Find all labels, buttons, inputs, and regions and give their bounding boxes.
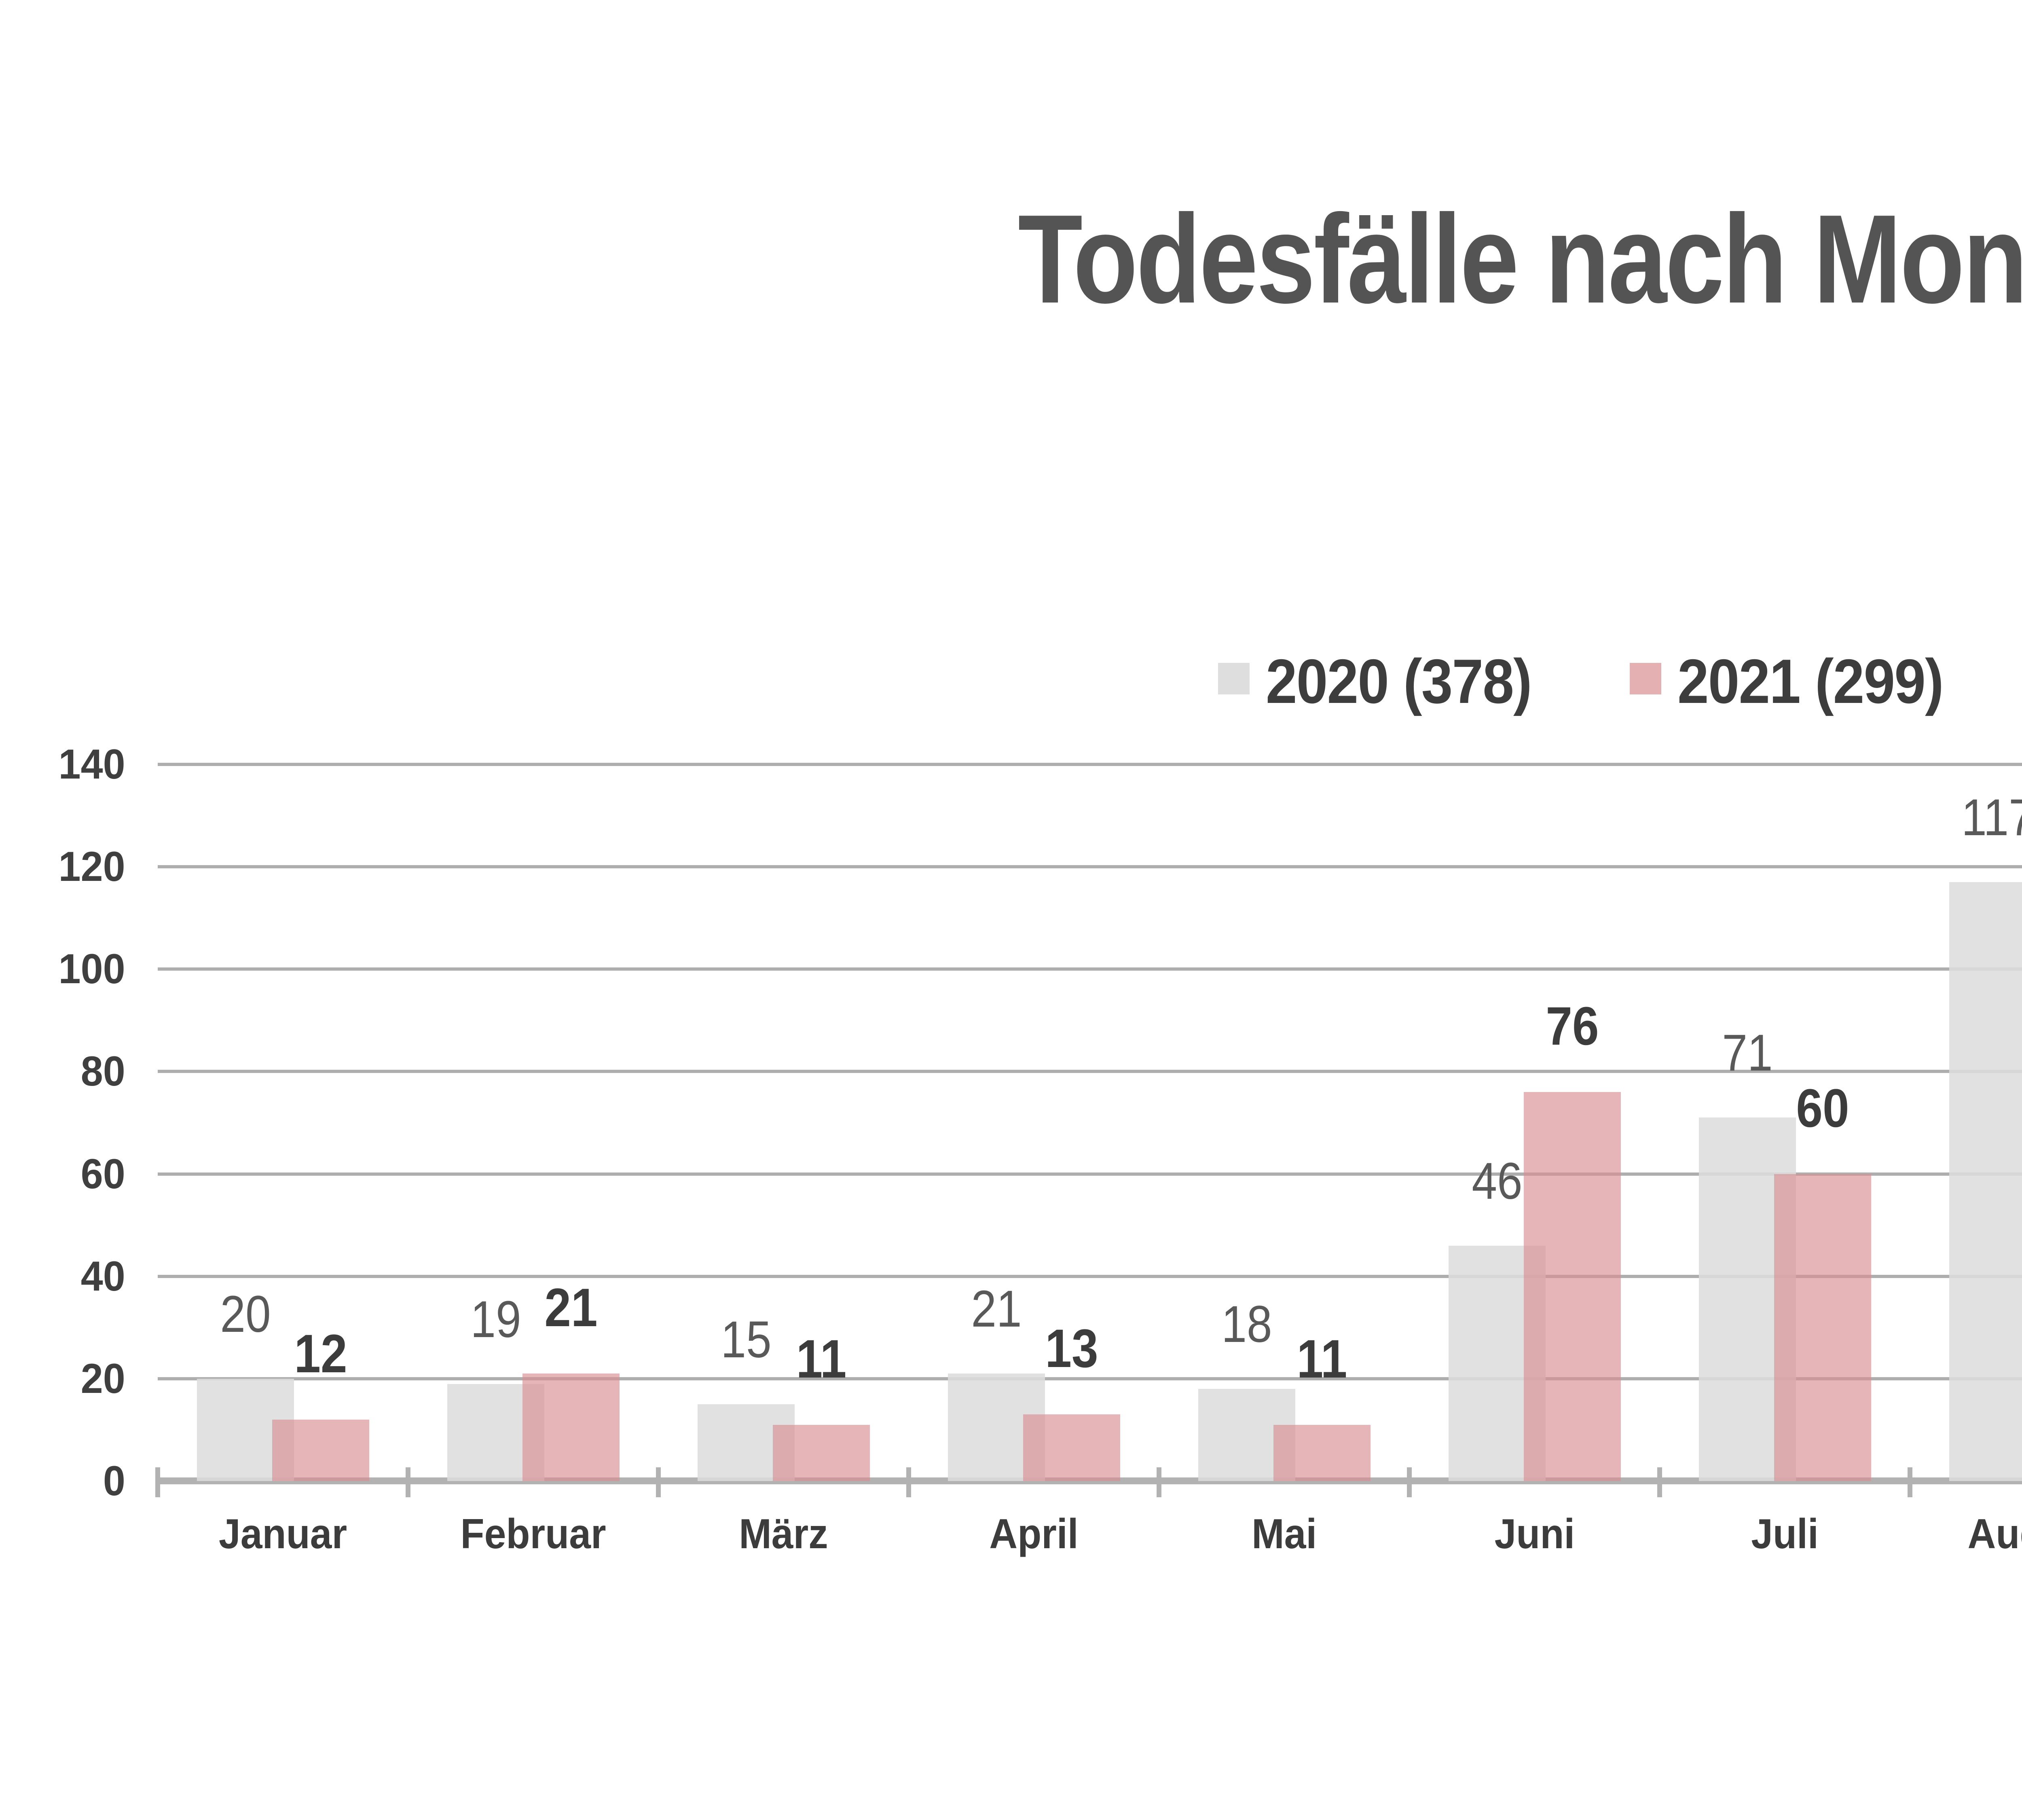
bar-group-februar: 19 21 Februar — [408, 764, 658, 1558]
title-row: Todesfälle nach Monaten — [0, 190, 2022, 329]
legend-label-2021: 2021 (299) — [1677, 646, 1944, 716]
y-tick-label-60: 60 — [81, 1150, 125, 1198]
gridline-y40 — [158, 1274, 2022, 1278]
gridline-y60 — [158, 1172, 2022, 1176]
bar-group-april: 21 13 April — [909, 764, 1159, 1558]
data-label-2020-februar: 19 — [470, 1290, 521, 1348]
data-label-2020-juli: 71 — [1722, 1024, 1773, 1082]
bar-group-juli: 71 60 Juli — [1660, 764, 1910, 1558]
data-label-2021-april: 13 — [1045, 1318, 1098, 1379]
gridline-y100 — [158, 967, 2022, 971]
bar-groups: 20 12 Januar 19 21 Februar 15 11 März 21 13 April 18… — [158, 764, 2022, 1558]
data-label-2021-juli: 60 — [1796, 1078, 1849, 1139]
y-tick-label-40: 40 — [81, 1253, 125, 1300]
data-label-2020-märz: 15 — [720, 1311, 772, 1369]
legend-label-2020: 2020 (378) — [1266, 646, 1532, 716]
bar-2021-mai — [1273, 1424, 1371, 1481]
legend-swatch-2020 — [1218, 663, 1250, 694]
gridline-y140 — [158, 763, 2022, 766]
x-axis-label-august: August — [1967, 1511, 2022, 1558]
data-label-2021-märz: 11 — [796, 1329, 846, 1389]
data-label-2021-juni: 76 — [1545, 996, 1599, 1057]
bar-2020-august — [1949, 882, 2022, 1481]
x-axis-label-januar: Januar — [218, 1511, 347, 1558]
bar-2021-juli — [1774, 1174, 1871, 1481]
y-tick-label-140: 140 — [59, 741, 125, 788]
bar-2021-juni — [1523, 1092, 1621, 1481]
bar-group-januar: 20 12 Januar — [158, 764, 408, 1558]
legend-swatch-2021 — [1630, 663, 1661, 694]
chart-title: Todesfälle nach Monaten — [1018, 189, 2022, 330]
gridline-y80 — [158, 1070, 2022, 1073]
legend-item-2021: 2021 (299) — [1630, 645, 1973, 717]
data-label-2020-juni: 46 — [1471, 1152, 1523, 1210]
y-tick-label-20: 20 — [81, 1355, 125, 1402]
source-credit: Quelle: DLRG e.V. — [0, 1670, 2022, 1709]
data-label-2021-mai: 11 — [1297, 1329, 1347, 1389]
data-label-2021-februar: 21 — [544, 1278, 598, 1338]
x-axis-label-februar: Februar — [460, 1511, 606, 1558]
x-axis-label-mai: Mai — [1251, 1511, 1317, 1558]
bar-2021-april — [1023, 1414, 1120, 1481]
x-axis-label-juni: Juni — [1494, 1511, 1575, 1558]
plot-area: 20 12 Januar 19 21 Februar 15 11 März 21 13 April 18… — [155, 763, 2022, 1558]
gridline-y20 — [158, 1377, 2022, 1380]
bar-group-märz: 15 11 März — [658, 764, 909, 1558]
data-label-2021-januar: 12 — [294, 1324, 347, 1384]
gridline-y120 — [158, 865, 2022, 869]
x-axis-label-märz: März — [739, 1511, 828, 1558]
legend: 2020 (378) 2021 (299) — [0, 645, 2022, 717]
x-axis-label-april: April — [989, 1511, 1079, 1558]
bar-2021-märz — [772, 1424, 870, 1481]
y-tick-label-80: 80 — [81, 1048, 125, 1095]
data-label-2020-januar: 20 — [220, 1285, 271, 1343]
bar-2021-januar — [272, 1420, 369, 1481]
y-axis-labels: 140 120 100 80 60 40 20 0 — [0, 741, 129, 1505]
data-label-2020-august: 117 — [1961, 789, 2022, 847]
x-axis-label-juli: Juli — [1751, 1511, 1819, 1558]
y-tick-label-120: 120 — [59, 843, 125, 891]
data-label-2020-mai: 18 — [1221, 1295, 1272, 1354]
bar-group-mai: 18 11 Mai — [1159, 764, 1409, 1558]
bar-group-august: 11741August — [1910, 764, 2022, 1558]
legend-item-2020: 2020 (378) — [1218, 645, 1561, 717]
data-label-2020-april: 21 — [971, 1280, 1022, 1338]
y-tick-label-0: 0 — [103, 1458, 125, 1505]
bar-group-juni: 46 76 Juni — [1409, 764, 1660, 1558]
bar-2021-februar — [522, 1373, 620, 1481]
y-tick-label-100: 100 — [59, 946, 125, 993]
